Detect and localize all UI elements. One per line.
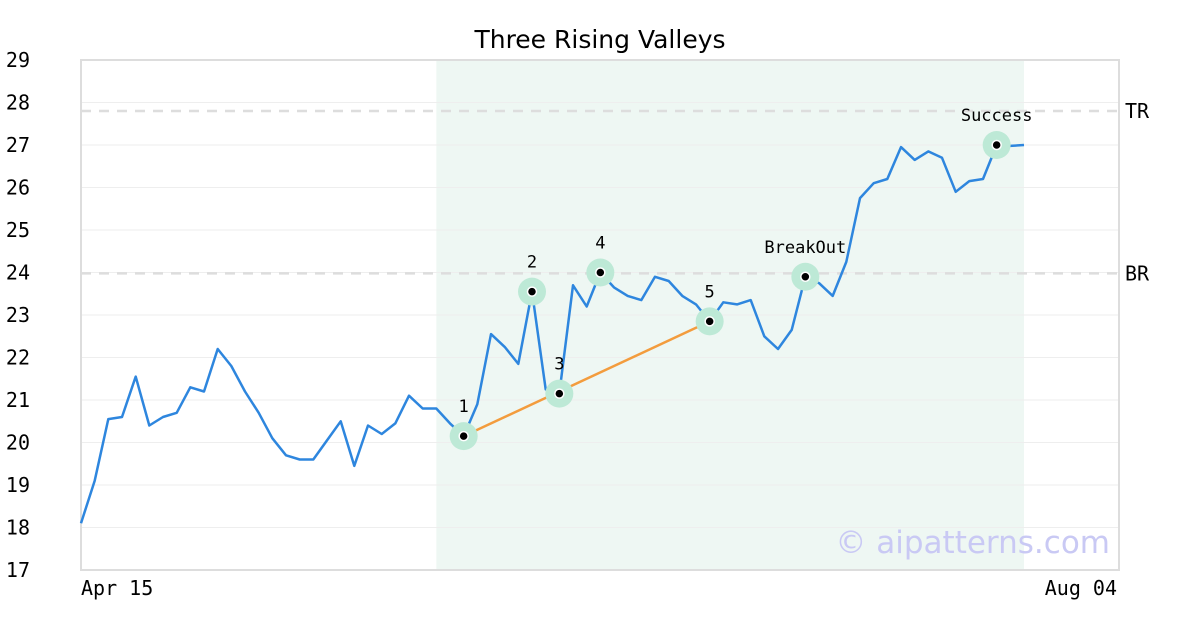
x-tick-label: Apr 15 — [81, 576, 153, 600]
point-label: 2 — [527, 253, 537, 273]
x-tick-label: Aug 04 — [1045, 576, 1117, 600]
point-label: 5 — [705, 282, 715, 302]
point-marker — [458, 430, 469, 442]
y-tick-label: 21 — [6, 388, 30, 412]
point-label: BreakOut — [764, 238, 846, 258]
y-tick-label: 24 — [6, 261, 30, 285]
chart-title: Three Rising Valleys — [473, 25, 725, 54]
y-tick-label: 17 — [6, 558, 30, 582]
point-marker — [704, 316, 715, 327]
y-tick-label: 22 — [6, 346, 30, 370]
y-tick-label: 20 — [6, 431, 30, 455]
y-tick-label: 25 — [6, 218, 30, 242]
trendline-segment — [463, 320, 711, 438]
point-marker — [554, 388, 565, 399]
x-axis: Apr 15 Aug 04 — [81, 576, 1117, 600]
point-label: 1 — [459, 397, 469, 417]
point-label: 4 — [595, 234, 605, 254]
y-axis: 17 18 19 20 21 22 23 24 25 26 27 28 29 — [6, 48, 30, 582]
point-label: Success — [961, 106, 1033, 126]
y-tick-label: 18 — [6, 516, 30, 540]
level-lines: TR BR — [81, 99, 1150, 285]
y-tick-label: 29 — [6, 48, 30, 72]
point-marker — [800, 271, 811, 282]
pattern-points: 1 2 3 4 5 BreakOut Success — [449, 106, 1033, 451]
level-label: TR — [1125, 99, 1150, 123]
grid — [81, 102, 1119, 528]
level-label: BR — [1125, 261, 1150, 285]
point-marker — [526, 286, 538, 297]
plot-frame — [80, 59, 1120, 571]
y-tick-label: 27 — [6, 133, 30, 157]
y-tick-label: 23 — [6, 303, 30, 327]
y-tick-label: 19 — [6, 473, 30, 497]
y-tick-label: 26 — [6, 176, 30, 200]
point-marker — [991, 139, 1002, 151]
y-tick-label: 28 — [6, 91, 30, 115]
trendline — [463, 320, 711, 438]
point-marker — [595, 267, 606, 278]
point-label: 3 — [554, 355, 564, 375]
watermark: © aipatterns.com — [835, 525, 1110, 561]
